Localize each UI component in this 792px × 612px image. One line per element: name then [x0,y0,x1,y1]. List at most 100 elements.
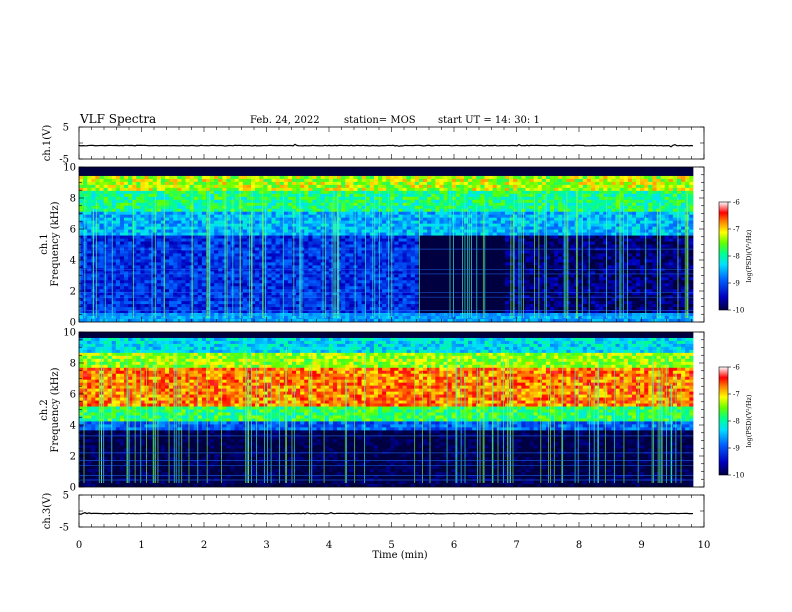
spectrogram-cell [431,286,436,290]
spectrogram-cell [357,289,362,293]
spectrogram-cell [111,280,117,284]
spectrogram-cell [316,295,321,299]
spectrogram-cell [365,283,371,287]
spectrogram-cell [271,223,276,227]
spectrogram-cell [394,220,399,224]
spectrogram-cell [255,232,260,236]
spectrogram-cell [435,295,440,299]
spectrogram-cell [111,265,117,269]
spectrogram-cell [226,190,231,195]
spectrogram-cell [95,244,100,248]
spectrogram-cell [226,280,231,284]
spectrogram-cell [128,184,133,189]
spectrogram-cell [103,301,108,305]
spectrogram-cell [349,169,354,174]
spectrogram-cell [144,304,149,308]
spectrogram-cell [119,187,125,192]
spectrogram-cell [234,196,240,201]
spectrogram-cell [201,220,207,224]
spectrogram-cell [431,190,436,195]
spectrogram-cell [427,286,432,290]
spectrogram-cell [255,199,260,204]
spectrogram-cell [373,268,379,272]
spectrogram-cell [300,289,305,293]
spectrogram-cell [418,316,424,320]
spectrogram-cell [275,256,280,260]
spectrogram-cell [365,277,371,281]
spectrogram-cell [291,190,297,195]
spectrogram-cell [201,190,207,195]
spectrogram-cell [165,196,170,201]
spectrogram-cell [443,292,448,296]
spectrogram-cell [218,184,223,189]
spectrogram-cell [324,217,330,221]
spectrogram-cell [103,298,108,302]
spectrogram-cell [271,175,276,180]
spectrogram-cell [115,250,121,254]
spectrogram-cell [107,268,113,272]
spectrogram-cell [365,181,371,186]
spectrogram-cell [259,220,264,224]
spectrogram-cell [349,304,354,308]
spectrogram-cell [95,256,100,260]
spectrogram-cell [300,220,305,224]
spectrogram-cell [218,220,223,224]
spectrogram-cell [312,241,317,245]
spectrogram-cell [79,196,84,201]
spectrogram-cell [111,175,117,180]
spectrogram-cell [279,298,285,302]
spectrogram-cell [431,238,436,242]
spectrogram-cell [312,229,317,233]
spectrogram-cell [390,244,395,248]
spectrogram-cell [246,286,252,290]
spectrogram-cell [398,301,403,305]
spectrogram-cell [275,316,280,320]
spectrogram-cell [316,178,321,183]
spectrogram-cell [459,196,465,201]
spectrogram-cell [156,295,162,299]
spectrogram-cell [107,316,113,320]
spectrogram-cell [99,283,104,287]
spectrogram-cell [337,169,342,174]
spectrogram-cell [185,286,190,290]
spectrogram-cell [410,277,416,281]
spectrogram-cell [283,190,289,195]
spectrogram-cell [173,220,178,224]
spectrogram-cell [128,310,133,314]
spectrogram-cell [427,277,432,281]
spectrogram-cell [328,262,334,266]
spectrogram-cell [373,319,379,322]
spectrogram-cell [369,295,375,299]
spectrogram-cell [119,265,125,269]
spectrogram-cell [251,181,256,186]
spectrogram-cell [160,262,166,266]
spectrogram-cell [128,211,133,215]
spectrogram-cell [148,265,154,269]
spectrogram-cell [275,295,280,299]
spectrogram-cell [455,205,461,210]
spectrogram-cell [312,283,317,287]
spectrogram-cell [267,256,272,260]
spectrogram-cell [201,265,207,269]
spectrogram-cell [173,193,178,198]
spectrogram-cell [79,253,84,257]
spectrogram-cell [279,310,285,314]
spectrogram-cell [144,241,149,245]
spectrogram-cell [181,307,186,311]
spectrogram-cell [214,181,219,186]
spectrogram-cell [165,187,170,192]
spectrogram-cell [214,280,219,284]
spectrogram-cell [83,214,88,218]
spectrogram-cell [341,235,346,239]
spectrogram-cell [124,202,129,207]
spectrogram-cell [267,268,272,272]
spectrogram-cell [165,292,170,296]
spectrogram-cell [414,268,420,272]
spectrogram-cell [418,307,424,311]
spectrogram-cell [255,241,260,245]
spectrogram-cell [402,271,407,275]
spectrogram-cell [222,214,227,218]
spectrogram-cell [410,184,416,189]
spectrogram-cell [148,169,154,174]
spectrogram-cell [218,268,223,272]
